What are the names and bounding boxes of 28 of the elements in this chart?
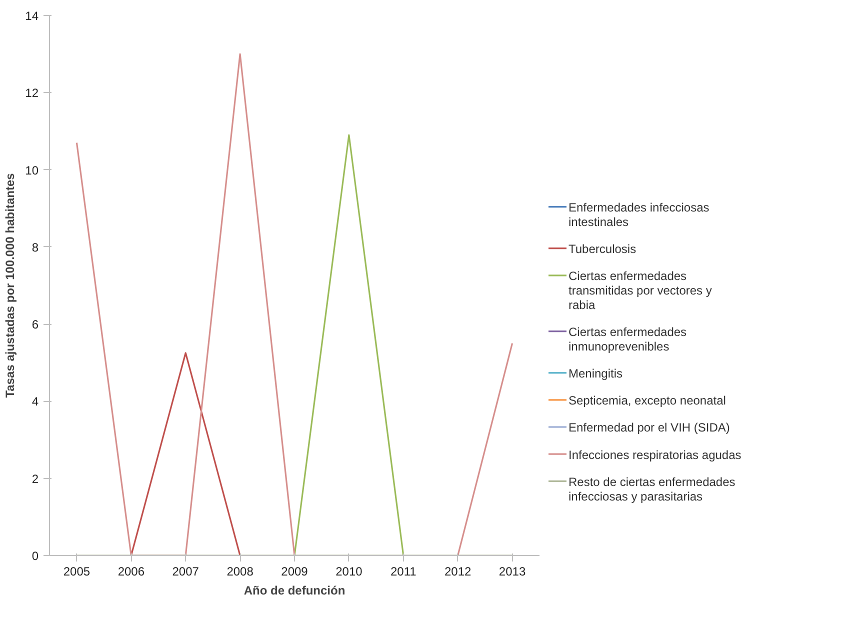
y-tick-label: 12: [25, 86, 39, 100]
legend-label: Ciertas enfermedades inmunoprevenibles: [568, 325, 687, 354]
legend-label: Meningitis: [568, 366, 623, 381]
x-tick-label: 2009: [281, 564, 308, 578]
y-tick-label: 2: [32, 472, 39, 486]
legend-label: Tuberculosis: [568, 242, 636, 256]
y-axis-title: Tasas ajustadas por 100.000 habitantes: [3, 172, 18, 398]
x-tick-label: 2007: [172, 564, 200, 578]
x-tick-label: 2005: [63, 564, 90, 578]
x-tick-label: 2006: [118, 564, 145, 578]
legend-label: Ciertas enfermedades transmitidas por vectores y rabia: [568, 269, 712, 312]
x-tick-label: 2010: [336, 564, 363, 578]
legend-label: Resto de ciertas enfermedades infecciosas y parasitarias: [568, 474, 736, 504]
y-tick-label: 8: [32, 240, 39, 254]
legend-label: Septicemia, excepto neonatal: [568, 394, 726, 408]
y-tick-label: 4: [32, 394, 39, 409]
x-tick-label: 2008: [226, 564, 254, 578]
y-tick-label: 6: [32, 318, 39, 332]
x-tick-label: 2012: [444, 564, 472, 578]
x-tick-label: 2013: [498, 564, 526, 578]
x-tick-label: 2011: [390, 564, 417, 578]
y-tick-label: 14: [25, 9, 39, 23]
y-tick-label: 0: [32, 549, 39, 563]
y-tick-label: 10: [25, 163, 39, 178]
legend-label: Enfermedades infecciosas intestinales: [568, 200, 710, 229]
legend-label: Enfermedad por el VIH (SIDA): [568, 420, 730, 435]
x-axis-title: Año de defunción: [244, 584, 346, 598]
legend-label: Infecciones respiratorias agudas: [568, 448, 742, 462]
